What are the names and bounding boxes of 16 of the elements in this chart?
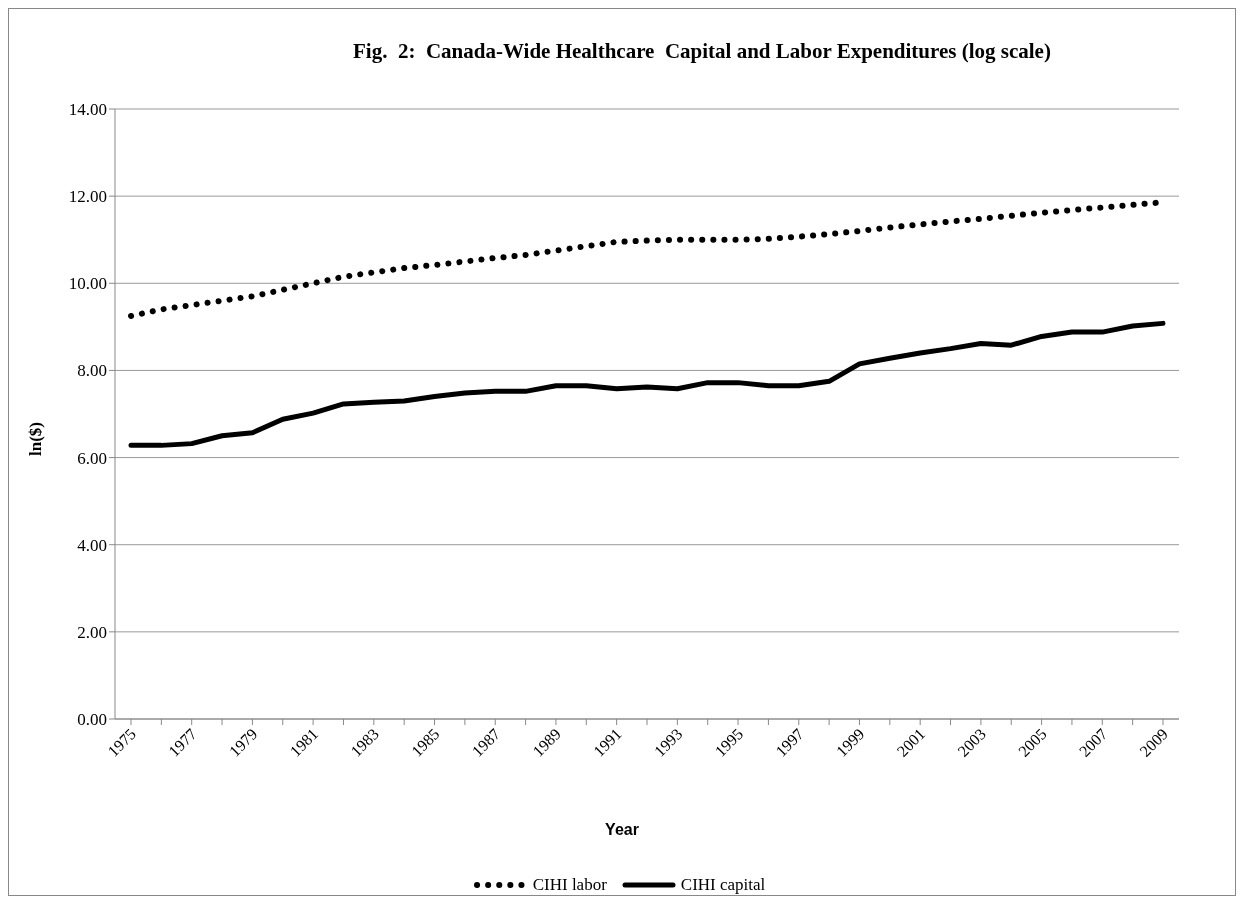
y-axis-title: ln($) bbox=[26, 422, 46, 456]
y-tick-label: 0.00 bbox=[77, 710, 107, 730]
y-tick-label: 8.00 bbox=[77, 361, 107, 381]
y-tick-label: 4.00 bbox=[77, 535, 107, 555]
legend-label: CIHI capital bbox=[679, 875, 766, 895]
x-axis-title: Year bbox=[604, 821, 640, 839]
chart-title: Fig. 2: Canada-Wide Healthcare Capital and Labor Expenditures (log scale) bbox=[352, 39, 1052, 64]
y-tick-label: 14.00 bbox=[68, 100, 107, 120]
y-tick-label: 6.00 bbox=[77, 448, 107, 468]
y-tick-label: 2.00 bbox=[77, 622, 107, 642]
legend-label: CIHI labor bbox=[531, 875, 607, 895]
x-tick-label: 1981 bbox=[286, 725, 322, 760]
y-tick-label: 10.00 bbox=[68, 274, 107, 294]
y-tick-label: 12.00 bbox=[68, 187, 107, 207]
x-tick-label: 2001 bbox=[893, 725, 929, 760]
x-tick-label: 1991 bbox=[590, 725, 625, 760]
